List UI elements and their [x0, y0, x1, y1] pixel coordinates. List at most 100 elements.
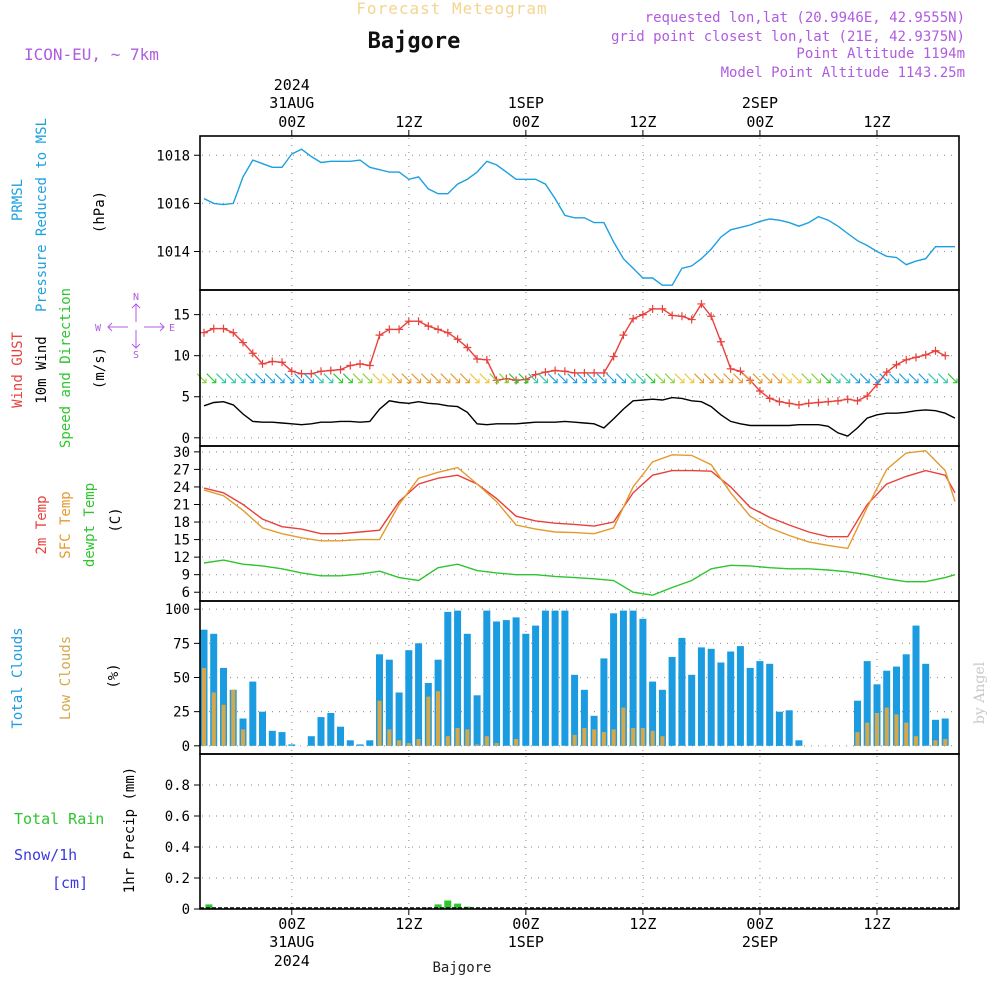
gust-point	[755, 386, 764, 395]
gust-point	[872, 380, 881, 389]
y-tick-label: 18	[173, 515, 190, 531]
wind-direction-arrow	[820, 373, 831, 384]
wind-direction-arrow	[859, 373, 870, 384]
wind-direction-arrow	[284, 373, 295, 384]
bar-total-clouds	[415, 643, 423, 746]
compass-arrow-w	[107, 322, 128, 332]
t2m-label: 2m Temp	[34, 495, 50, 554]
panel-clouds: 0 25 50 75 100	[165, 600, 960, 755]
wind-direction-arrow	[576, 373, 587, 384]
gust-point	[863, 391, 872, 400]
gust-point	[911, 353, 920, 362]
model-label: ICON-EU, ~ 7km	[24, 45, 159, 64]
y-tick-label: 24	[173, 480, 190, 496]
wind-direction-arrow	[216, 373, 227, 384]
bar-total-clouds	[327, 713, 335, 746]
bar-low-clouds	[611, 729, 616, 746]
gust-point	[853, 396, 862, 405]
gust-point	[804, 399, 813, 408]
wind-direction-arrow	[264, 373, 275, 384]
wind-direction-arrow	[723, 373, 734, 384]
wind-direction-arrow	[459, 373, 470, 384]
wind-direction-arrow	[547, 373, 558, 384]
wind-direction-arrow	[918, 373, 929, 384]
gust-point	[668, 311, 677, 320]
bar-total-clouds	[688, 674, 696, 746]
dewpt-label: dewpt Temp	[82, 483, 98, 567]
bar-low-clouds	[436, 691, 441, 746]
gust-point	[443, 328, 452, 337]
bar-total-clouds	[366, 740, 374, 746]
gust-point	[346, 361, 355, 370]
bar-low-clouds	[631, 728, 636, 746]
wind-direction-arrow	[703, 373, 714, 384]
wind-direction-arrow	[606, 373, 617, 384]
y-tick-label: 50	[173, 671, 190, 687]
wind-direction-arrow	[655, 373, 665, 384]
y-tick-label: 12	[173, 550, 190, 566]
y-tick-label: 0.2	[165, 871, 190, 887]
y-tick-label: 5	[182, 390, 190, 406]
bar-total-clouds	[766, 663, 774, 746]
y-tick-label: 100	[165, 602, 190, 618]
time-label: 00Z	[512, 915, 539, 933]
y-tick-label: 0.4	[165, 840, 190, 856]
y-tick-label: 27	[173, 462, 190, 478]
panel-pressure: 1014 1016 1018	[156, 135, 960, 291]
bar-low-clouds	[640, 728, 645, 746]
wind-direction-arrow	[635, 373, 646, 384]
bar-total-clouds	[697, 647, 705, 746]
y-tick-label: 30	[173, 445, 190, 461]
gust-point	[229, 328, 238, 337]
bar-low-clouds	[874, 713, 879, 746]
y-tick-label: 15	[173, 308, 190, 324]
bar-total-clouds	[337, 726, 344, 746]
wind-direction-arrow	[245, 373, 256, 384]
bar-low-clouds	[601, 732, 606, 746]
wind-direction-arrow	[811, 373, 822, 384]
bar-low-clouds	[445, 736, 450, 746]
gust-point	[580, 368, 589, 377]
gust-point	[239, 338, 248, 347]
gust-point	[570, 368, 579, 377]
wind-direction-arrow	[596, 373, 607, 384]
gust-point	[219, 324, 228, 333]
bar-total-clouds	[541, 610, 549, 746]
bar-total-clouds	[678, 637, 686, 746]
wind-label: 10m Wind	[34, 336, 50, 403]
gust-point	[551, 366, 560, 375]
rain-label: Total Rain	[14, 810, 104, 828]
bar-total-clouds	[785, 710, 793, 746]
bar-low-clouds	[465, 729, 470, 746]
wind-direction-arrow	[274, 373, 285, 384]
panel-frame	[199, 135, 960, 291]
time-label: 31AUG	[269, 94, 314, 112]
wind-direction-arrow	[713, 373, 724, 384]
bar-total-clouds	[483, 610, 491, 746]
y-tick-label: 10	[173, 349, 190, 365]
gust-point	[843, 395, 852, 404]
bar-low-clouds	[231, 689, 236, 746]
gust-point	[736, 367, 745, 376]
gust-point	[677, 312, 686, 321]
time-label: 12Z	[395, 915, 422, 933]
time-label: 1SEP	[508, 94, 544, 112]
wind-direction-arrow	[196, 373, 207, 384]
bar-low-clouds	[202, 667, 207, 746]
bar-total-clouds	[522, 633, 530, 746]
gust-point	[765, 394, 774, 403]
bar-low-clouds	[406, 743, 411, 746]
gust-point	[356, 359, 365, 368]
bar-total-clouds	[736, 646, 744, 746]
wind-direction-arrow	[381, 373, 392, 384]
panel-labels: PRMSL Pressure Reduced to MSL (hPa) Wind…	[10, 118, 175, 893]
wind-direction-arrow	[772, 373, 782, 384]
bar-low-clouds	[855, 732, 860, 746]
wind-direction-arrow	[616, 373, 626, 384]
temp-unit: (C)	[108, 507, 124, 532]
bar-low-clouds	[241, 729, 246, 746]
y-tick-label: 9	[182, 568, 190, 584]
time-label: 1SEP	[508, 933, 544, 951]
bar-low-clouds	[660, 736, 665, 746]
